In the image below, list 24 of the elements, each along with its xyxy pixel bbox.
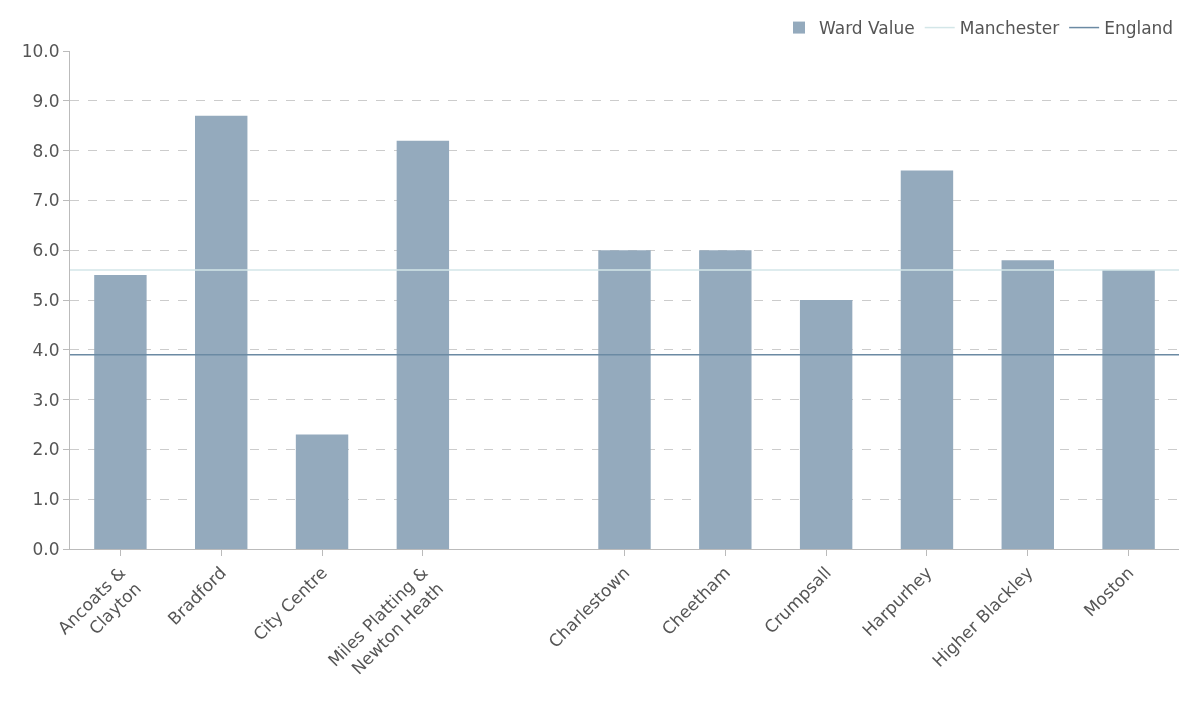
y-tick-label: 8.0 xyxy=(32,140,60,161)
legend-label: England xyxy=(1104,18,1174,39)
bar xyxy=(396,140,450,549)
legend-label: Ward Value xyxy=(819,18,915,39)
bar xyxy=(295,434,349,549)
y-tick-label: 2.0 xyxy=(32,439,60,460)
bar xyxy=(1001,260,1054,549)
bar xyxy=(799,300,853,549)
y-tick-label: 10.0 xyxy=(21,40,60,61)
y-tick-label: 5.0 xyxy=(32,289,60,310)
bar xyxy=(598,250,651,549)
bar xyxy=(699,250,752,549)
bar xyxy=(195,115,248,549)
bar xyxy=(1102,270,1155,549)
bar xyxy=(94,275,147,549)
y-tick-label: 0.0 xyxy=(32,538,60,559)
y-tick-label: 6.0 xyxy=(32,240,60,261)
y-tick-label: 4.0 xyxy=(32,339,60,360)
y-tick-label: 9.0 xyxy=(32,90,60,111)
y-tick-label: 1.0 xyxy=(32,489,60,510)
legend-label: Manchester xyxy=(959,18,1060,39)
y-tick-label: 3.0 xyxy=(32,389,60,410)
y-tick-label: 7.0 xyxy=(32,190,60,211)
bar xyxy=(900,170,954,549)
